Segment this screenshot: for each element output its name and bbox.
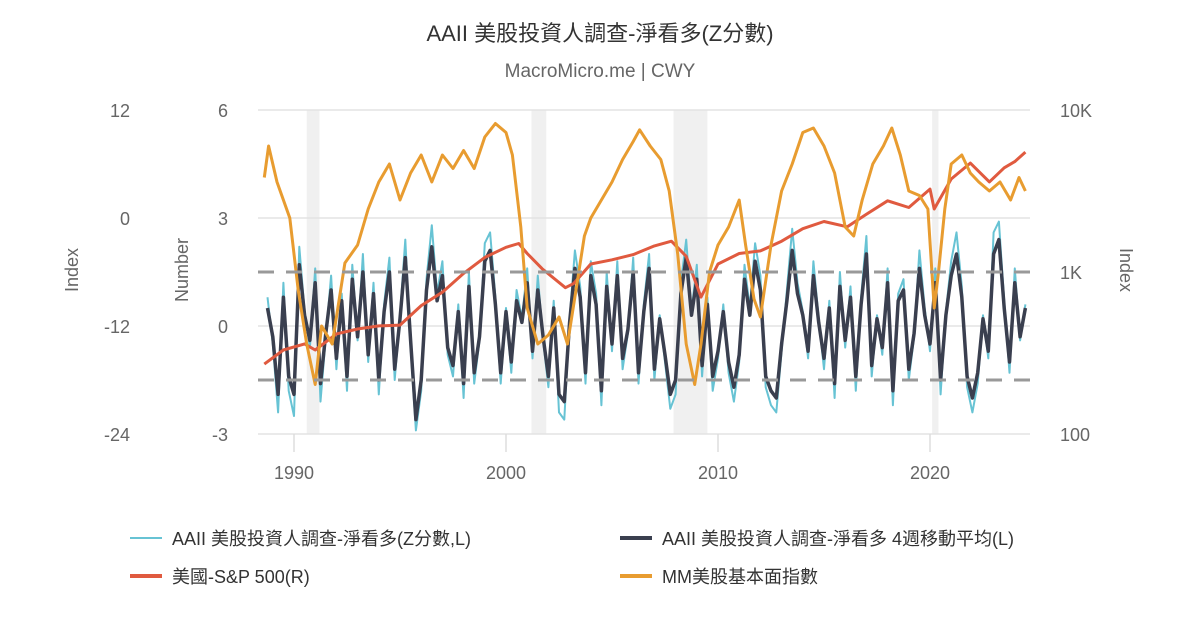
x-tick-label: 2010 — [698, 463, 738, 483]
right-axis-label: Index — [1116, 248, 1136, 292]
legend-label: AAII 美股投資人調查-淨看多(Z分數,L) — [172, 529, 472, 549]
left-outer-tick-label: -24 — [104, 425, 130, 445]
left-inner-tick-label: 6 — [218, 101, 228, 121]
legend-swatch — [620, 574, 652, 578]
left-inner-tick-label: 3 — [218, 209, 228, 229]
legend-item-aaii-ma[interactable]: AAII 美股投資人調查-淨看多 4週移動平均(L) — [620, 525, 1014, 551]
legend-item-sp500[interactable]: 美國-S&P 500(R) — [130, 563, 310, 589]
x-tick-label: 2020 — [910, 463, 950, 483]
legend-label: 美國-S&P 500(R) — [172, 567, 310, 587]
chart-title: AAII 美股投資人調查-淨看多(Z分數) — [426, 21, 773, 46]
legend-swatch — [620, 536, 652, 540]
left-outer-tick-label: 12 — [110, 101, 130, 121]
x-tick-label: 2000 — [486, 463, 526, 483]
left-outer-axis-label: Index — [62, 248, 82, 292]
legend-swatch — [130, 537, 162, 539]
series-sp500 — [263, 150, 1027, 366]
legend-item-mm-index[interactable]: MM美股基本面指數 — [620, 563, 818, 589]
right-tick-label: 100 — [1060, 425, 1090, 445]
legend-swatch — [130, 574, 162, 578]
left-inner-axis-label: Number — [172, 238, 192, 302]
series-aaii-4wk-ma — [265, 237, 1028, 422]
right-tick-label: 1K — [1060, 263, 1082, 283]
x-tick-label: 1990 — [274, 463, 314, 483]
series-mm-fundamental-index — [262, 122, 1027, 386]
right-tick-label: 10K — [1060, 101, 1092, 121]
legend-label: MM美股基本面指數 — [662, 567, 818, 587]
left-outer-tick-label: 0 — [120, 209, 130, 229]
legend-label: AAII 美股投資人調查-淨看多 4週移動平均(L) — [662, 529, 1015, 549]
chart-subtitle: MacroMicro.me | CWY — [505, 61, 696, 82]
left-inner-tick-label: 0 — [218, 317, 228, 337]
left-inner-tick-label: -3 — [212, 425, 228, 445]
left-outer-tick-label: -12 — [104, 317, 130, 337]
legend-item-aaii-zscore[interactable]: AAII 美股投資人調查-淨看多(Z分數,L) — [130, 525, 471, 551]
